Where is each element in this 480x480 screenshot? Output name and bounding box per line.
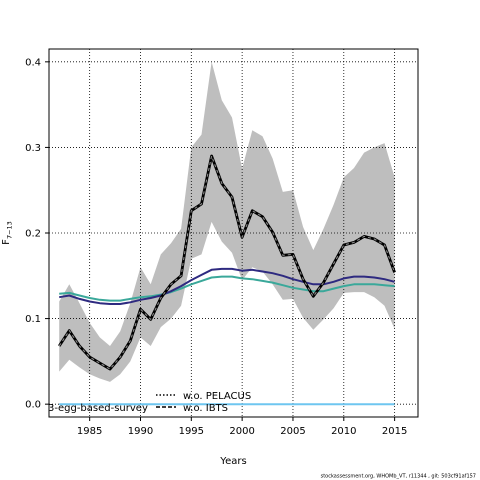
y-tick-label-0.4: 0.4 bbox=[25, 57, 41, 68]
legend-label-egg-survey: 3-egg-based-survey bbox=[48, 403, 148, 414]
series-line-2 bbox=[59, 275, 395, 302]
legend: 3-egg-based-survey w.o. PELACUS w.o. IBT… bbox=[48, 391, 251, 414]
x-tick-label-1990: 1990 bbox=[128, 426, 153, 437]
y-axis-title-sub: 7−13 bbox=[6, 221, 14, 239]
y-axis-title: F7−13 bbox=[1, 221, 14, 245]
x-tick-label-1995: 1995 bbox=[179, 426, 204, 437]
y-tick-label-0.1: 0.1 bbox=[25, 314, 41, 325]
series-layer bbox=[58, 154, 396, 406]
confidence-band-layer bbox=[59, 61, 395, 382]
tick-layer: 1985 1990 1995 2000 2005 2010 2015 0.0 0.1 0.2 0.3… bbox=[25, 57, 407, 437]
x-tick-label-1985: 1985 bbox=[77, 426, 102, 437]
series-line-1 bbox=[59, 267, 395, 305]
x-tick-label-2015: 2015 bbox=[382, 426, 407, 437]
x-tick-label-2010: 2010 bbox=[331, 426, 356, 437]
x-tick-label-2005: 2005 bbox=[280, 426, 305, 437]
series-line-estimate-outer bbox=[58, 154, 396, 371]
confidence-band bbox=[59, 61, 395, 382]
y-tick-label-0.3: 0.3 bbox=[25, 143, 41, 154]
legend-label-ibts: w.o. IBTS bbox=[183, 403, 228, 414]
legend-label-pelacus: w.o. PELACUS bbox=[183, 391, 251, 402]
footer-credit: stockassessment.org, WHOMb_VT, r11344 , … bbox=[321, 474, 476, 480]
y-tick-label-0.2: 0.2 bbox=[25, 229, 41, 240]
x-axis-title: Years bbox=[219, 456, 246, 467]
y-axis-title-main: F bbox=[1, 239, 12, 245]
x-tick-label-2000: 2000 bbox=[229, 426, 254, 437]
y-tick-label-0: 0.0 bbox=[25, 400, 41, 411]
